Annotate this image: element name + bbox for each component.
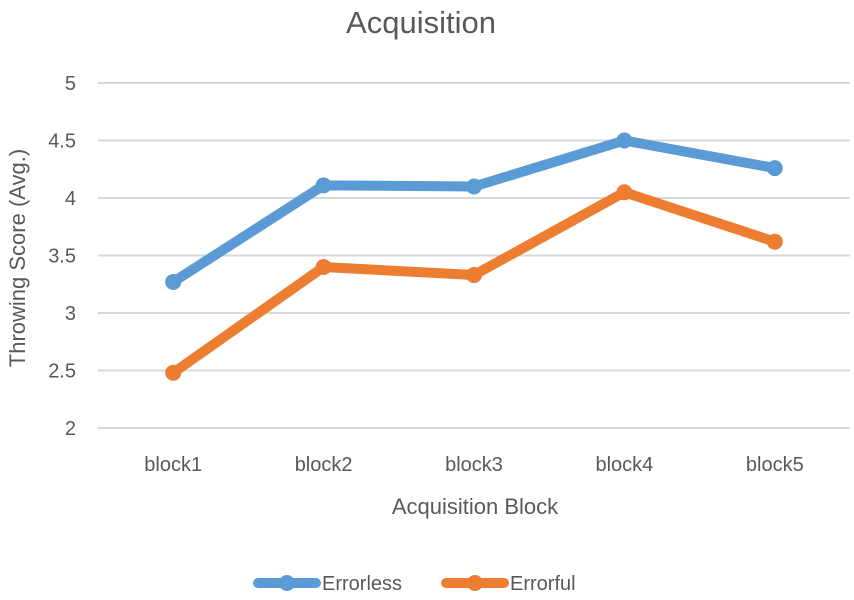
legend-swatch-marker <box>467 575 483 591</box>
data-point <box>766 233 783 250</box>
legend: Errorless Errorful <box>253 573 576 595</box>
series-errorless <box>165 132 783 290</box>
series-errorful <box>165 184 783 381</box>
legend-item-errorful: Errorful <box>441 573 576 595</box>
data-point <box>616 184 633 201</box>
y-tick-label: 2 <box>65 418 76 440</box>
chart-title: Acquisition <box>346 5 496 40</box>
data-point <box>315 177 332 194</box>
x-tick-label: block4 <box>595 454 653 476</box>
x-tick-label: block1 <box>144 454 202 476</box>
y-tick-label: 4 <box>65 188 76 210</box>
legend-swatch-marker <box>279 575 295 591</box>
legend-item-errorless: Errorless <box>253 573 402 595</box>
y-tick-label: 2.5 <box>48 361 76 383</box>
y-axis-label: Throwing Score (Avg.) <box>5 149 30 367</box>
y-tick-label: 5 <box>65 73 76 95</box>
data-point <box>466 178 482 195</box>
x-tick-label: block3 <box>445 454 503 476</box>
y-tick-label: 3 <box>65 303 76 325</box>
legend-label: Errorful <box>510 573 576 595</box>
data-point <box>466 267 482 284</box>
y-tick-labels: 2 2.5 3 3.5 4 4.5 5 <box>48 73 76 440</box>
data-point <box>616 132 633 149</box>
data-point <box>165 364 182 381</box>
x-tick-labels: block1 block2 block3 block4 block5 <box>144 454 803 476</box>
legend-label: Errorless <box>322 573 402 595</box>
data-point <box>766 160 783 177</box>
y-tick-label: 3.5 <box>48 246 76 268</box>
data-point <box>165 273 182 290</box>
y-tick-label: 4.5 <box>48 131 76 153</box>
x-axis-label: Acquisition Block <box>392 494 559 519</box>
series-group <box>165 132 783 381</box>
x-tick-label: block2 <box>295 454 353 476</box>
data-point <box>315 259 332 275</box>
x-tick-label: block5 <box>746 454 804 476</box>
